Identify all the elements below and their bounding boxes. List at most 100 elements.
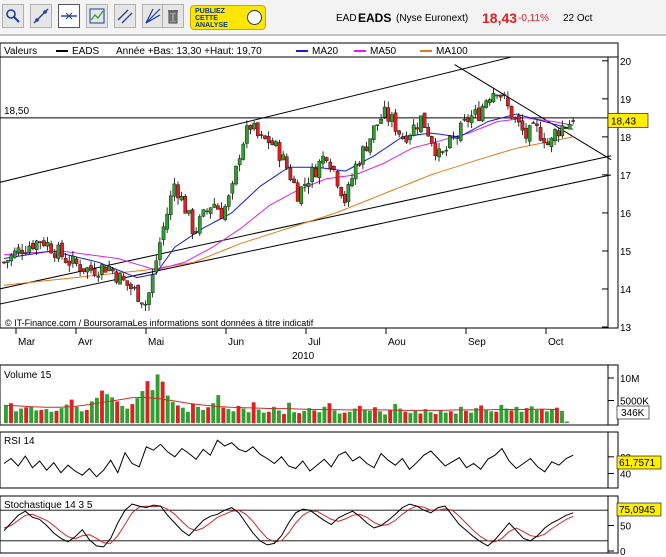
volume-bar-54 (276, 410, 281, 423)
volume-bar-18 (94, 397, 99, 423)
candle-body-125 (455, 137, 459, 139)
volume-bar-111 (565, 421, 569, 423)
last-price-tag-label: 18,43 (611, 117, 636, 128)
candle-body-56 (205, 210, 209, 213)
candle-body-35 (129, 283, 133, 290)
price-panel-frame (0, 42, 619, 329)
candle-body-23 (85, 267, 90, 273)
candle-body-150 (546, 142, 550, 145)
volume-bar-33 (170, 401, 175, 423)
rsi-title: RSI 14 (4, 436, 35, 447)
volume-bar-41 (211, 403, 216, 423)
fan-button[interactable] (142, 4, 164, 28)
volume-bar-43 (221, 407, 226, 423)
candle-body-36 (132, 287, 137, 289)
candle-body-82 (299, 186, 304, 204)
candle-body-51 (187, 210, 191, 214)
candle-body-10 (38, 241, 43, 243)
candle-body-128 (466, 117, 470, 122)
volume-bar-19 (100, 390, 104, 423)
volume-bar-44 (226, 409, 231, 423)
candle-body-141 (513, 117, 517, 119)
horizontal-line-button[interactable] (58, 4, 80, 28)
candle-body-91 (332, 165, 336, 170)
candle-body-14 (52, 253, 57, 258)
candle-body-131 (477, 107, 481, 121)
volume-bar-28 (145, 381, 150, 423)
candle-body-105 (382, 106, 387, 118)
volume-bar-57 (292, 412, 297, 423)
publish-analysis-button[interactable]: PUBLIEZ CETTE ANALYSE (190, 5, 266, 30)
candle-body-112 (408, 134, 412, 140)
volume-bar-72 (367, 410, 372, 423)
candle-body-85 (310, 167, 314, 182)
candle-body-50 (183, 195, 188, 214)
volume-bar-55 (282, 414, 286, 423)
candle-body-119 (433, 142, 438, 157)
volume-bar-0 (4, 405, 8, 423)
candle-body-48 (176, 184, 180, 199)
zoom-button[interactable] (2, 4, 24, 28)
fan-icon (145, 8, 161, 24)
year-label: 2010 (292, 351, 315, 362)
volume-bar-11 (59, 408, 64, 423)
volume-average-line (3, 396, 557, 411)
volume-bar-1 (9, 403, 13, 423)
legend-label-3: MA20 (312, 46, 339, 57)
candle-body-29 (107, 266, 111, 271)
volume-bar-107 (544, 411, 549, 423)
candle-body-84 (306, 183, 311, 188)
candle-body-47 (172, 183, 177, 197)
price-tick-label-4: 16 (620, 209, 632, 220)
candle-body-44 (161, 226, 166, 241)
candle-body-52 (190, 209, 195, 235)
volume-bar-67 (342, 412, 347, 423)
candle-body-9 (34, 240, 39, 250)
candle-body-1 (5, 260, 10, 263)
candle-body-97 (353, 163, 358, 180)
price-tick-label-5: 15 (620, 247, 632, 258)
volume-bar-34 (175, 405, 180, 423)
candle-body-72 (263, 135, 267, 139)
parallel-channel-icon (117, 9, 133, 24)
trendline-3 (454, 64, 612, 161)
month-label-5: Aou (388, 337, 406, 348)
volume-bar-105 (534, 409, 539, 423)
candle-body-118 (429, 136, 434, 144)
candle-body-46 (168, 195, 173, 215)
stochastic-d-line (3, 505, 574, 544)
candle-body-57 (208, 207, 213, 214)
trendline-button[interactable] (30, 4, 52, 28)
candle-body-132 (480, 105, 485, 122)
candle-body-39 (143, 303, 148, 306)
price-tick-label-1: 19 (620, 95, 632, 106)
volume-bar-97 (494, 411, 499, 423)
indicator-button[interactable] (86, 4, 108, 28)
month-label-4: Jul (308, 337, 321, 348)
price-change: -0,11% (518, 13, 549, 24)
parallel-channel-button[interactable] (114, 4, 136, 28)
reference-level-label: 18,50 (4, 106, 29, 117)
volume-bar-29 (150, 390, 155, 423)
candle-body-26 (96, 276, 101, 278)
candle-body-79 (288, 167, 293, 181)
delete-button[interactable] (162, 4, 184, 28)
candle-body-15 (56, 244, 61, 259)
legend-label-4: MA50 (370, 46, 397, 57)
candle-body-115 (419, 115, 423, 133)
candle-body-110 (400, 136, 405, 139)
candle-body-139 (506, 97, 510, 107)
candle-body-31 (114, 271, 119, 283)
candle-body-138 (502, 94, 507, 96)
volume-bar-84 (428, 412, 433, 423)
candle-body-130 (473, 109, 478, 115)
volume-bar-59 (302, 410, 307, 423)
volume-bar-45 (231, 411, 236, 423)
stochastic-last-tag (616, 502, 662, 517)
candle-body-96 (350, 178, 354, 186)
candle-body-140 (509, 105, 514, 119)
stochastic-panel-frame (0, 495, 619, 554)
price-tick-label-7: 13 (620, 323, 632, 334)
toolbar: PUBLIEZ CETTE ANALYSE EAD EADS (Nyse Eur… (0, 0, 666, 34)
candle-body-64 (234, 165, 238, 185)
